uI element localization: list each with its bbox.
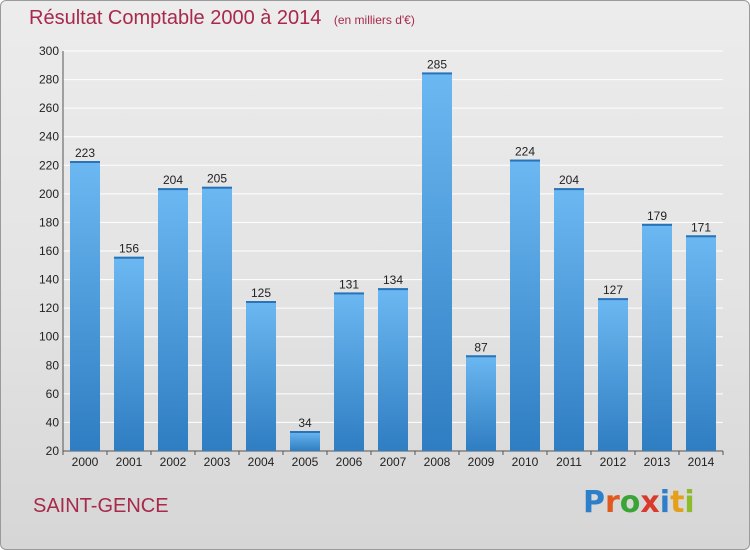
bars: [70, 72, 716, 452]
bar: [70, 161, 100, 451]
data-label: 127: [603, 283, 623, 297]
bar: [202, 186, 232, 451]
bar-top-edge: [554, 188, 584, 191]
x-tick-label: 2012: [600, 455, 627, 469]
bar-top-edge: [158, 188, 188, 191]
data-label: 285: [427, 57, 447, 71]
logo-letter: r: [605, 485, 620, 520]
bar-top-edge: [334, 292, 364, 295]
chart-title: Résultat Comptable 2000 à 2014: [29, 7, 322, 29]
data-label: 223: [75, 146, 95, 160]
bar: [554, 188, 584, 451]
bar-top-edge: [642, 223, 672, 226]
bar: [246, 301, 276, 451]
x-tick-label: 2010: [512, 455, 539, 469]
x-tick-label: 2000: [72, 455, 99, 469]
bar-top-edge: [686, 235, 716, 238]
bar: [422, 72, 452, 451]
bar: [466, 355, 496, 451]
y-tick-label: 200: [39, 187, 59, 201]
data-label: 204: [559, 173, 579, 187]
data-label: 87: [474, 340, 488, 354]
x-tick-labels: 2000 2001 2002 2003 2004 2005 2006 2007 2008 2009…: [72, 455, 715, 469]
y-tick-label: 300: [39, 44, 59, 58]
bar: [510, 159, 540, 452]
y-tick-label: 180: [39, 215, 59, 229]
y-tick-label: 220: [39, 158, 59, 172]
bar: [642, 223, 672, 451]
y-tick-label: 120: [39, 301, 59, 315]
y-tick-label: 100: [39, 330, 59, 344]
data-label: 134: [383, 273, 403, 287]
bar: [378, 288, 408, 451]
y-tick-label: 20: [46, 444, 60, 458]
x-tick-label: 2004: [248, 455, 275, 469]
bar: [686, 235, 716, 451]
data-label: 131: [339, 277, 359, 291]
x-tick-label: 2006: [336, 455, 363, 469]
x-tick-label: 2001: [116, 455, 143, 469]
x-tick-label: 2005: [292, 455, 319, 469]
bar-top-edge: [70, 161, 100, 163]
data-labels: 223 156 204 205 125 34 131 134 285 87 224 204 127 179…: [75, 57, 711, 430]
logo-letter: i: [684, 485, 695, 520]
bar-top-edge: [510, 159, 540, 162]
bar-top-edge: [422, 72, 452, 75]
y-tick-label: 160: [39, 244, 59, 258]
y-tick-label: 80: [46, 358, 60, 372]
bar: [158, 188, 188, 451]
x-tick-label: 2003: [204, 455, 231, 469]
y-tick-label: 140: [39, 273, 59, 287]
proxiti-logo: Proxiti: [583, 485, 695, 520]
data-label: 34: [298, 416, 312, 430]
chart-subtitle: (en milliers d'€): [333, 13, 415, 27]
data-label: 171: [691, 220, 711, 234]
bar-top-edge: [290, 431, 320, 433]
data-label: 125: [251, 286, 271, 300]
data-label: 179: [647, 209, 667, 223]
bar-top-edge: [202, 186, 232, 189]
x-tick-label: 2007: [380, 455, 407, 469]
data-label: 224: [515, 145, 535, 159]
bar-top-edge: [598, 298, 628, 301]
y-tick-labels: 20 40 60 80 100 120 140 160 180 200 220 240 260 280 30…: [39, 44, 59, 458]
title-row: Résultat Comptable 2000 à 2014 (en milli…: [29, 7, 415, 30]
commune-name: SAINT-GENCE: [33, 495, 169, 517]
bar: [334, 292, 364, 451]
y-tick-label: 40: [46, 415, 60, 429]
x-tick-label: 2009: [468, 455, 495, 469]
x-tick-label: 2002: [160, 455, 187, 469]
logo-letter: i: [659, 485, 671, 520]
logo-letter: t: [670, 485, 685, 520]
bar-top-edge: [246, 301, 276, 303]
y-tick-label: 260: [39, 101, 59, 115]
bar-top-edge: [114, 256, 144, 259]
bar: [114, 256, 144, 451]
x-tick-label: 2014: [688, 455, 715, 469]
x-tick-label: 2011: [556, 455, 582, 469]
data-label: 205: [207, 172, 227, 186]
logo-letter: o: [619, 485, 641, 520]
data-label: 204: [163, 173, 183, 187]
logo-letter: P: [583, 485, 605, 520]
x-tick-label: 2008: [424, 455, 451, 469]
y-tick-label: 280: [39, 73, 59, 87]
bar: [598, 298, 628, 451]
y-tick-label: 240: [39, 130, 59, 144]
x-tick-label: 2013: [644, 455, 671, 469]
bar-top-edge: [378, 288, 408, 291]
data-label: 156: [119, 242, 139, 256]
bar: [290, 431, 320, 451]
y-tick-label: 60: [46, 387, 60, 401]
bar-top-edge: [466, 355, 496, 358]
logo-letter: x: [640, 485, 660, 520]
